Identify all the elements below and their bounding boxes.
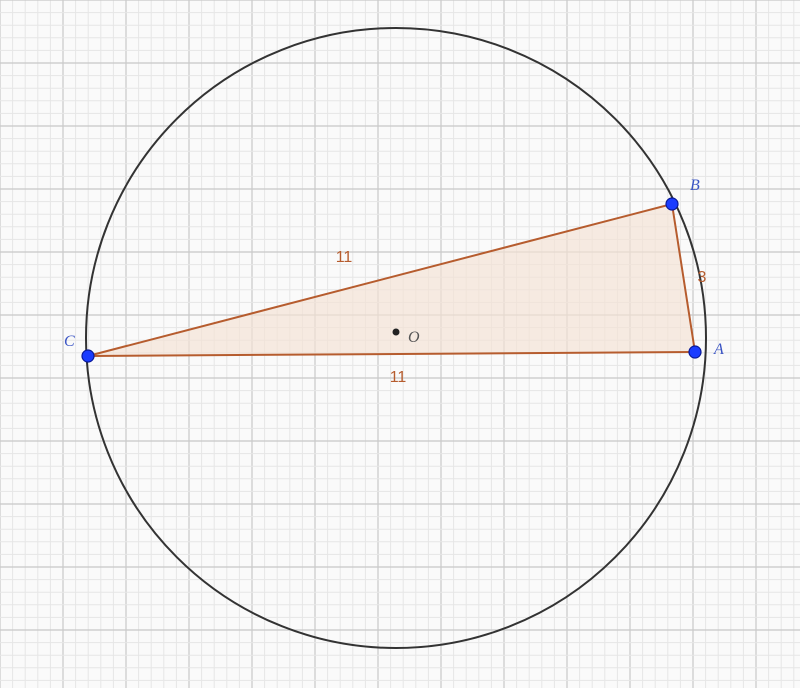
vertex-label-B: B: [690, 177, 700, 194]
vertex-A: [689, 346, 701, 358]
edge-label-CB: 11: [336, 249, 353, 266]
edge-label-AB: 3: [698, 269, 707, 286]
center-point: [393, 329, 400, 336]
vertex-C: [82, 350, 94, 362]
geometry-diagram: 11 11 3 O A B C: [0, 0, 800, 688]
center-label: O: [408, 329, 420, 346]
vertex-B: [666, 198, 678, 210]
vertex-label-A: A: [713, 341, 724, 358]
edge-label-CA: 11: [390, 369, 407, 386]
vertex-label-C: C: [64, 333, 75, 350]
